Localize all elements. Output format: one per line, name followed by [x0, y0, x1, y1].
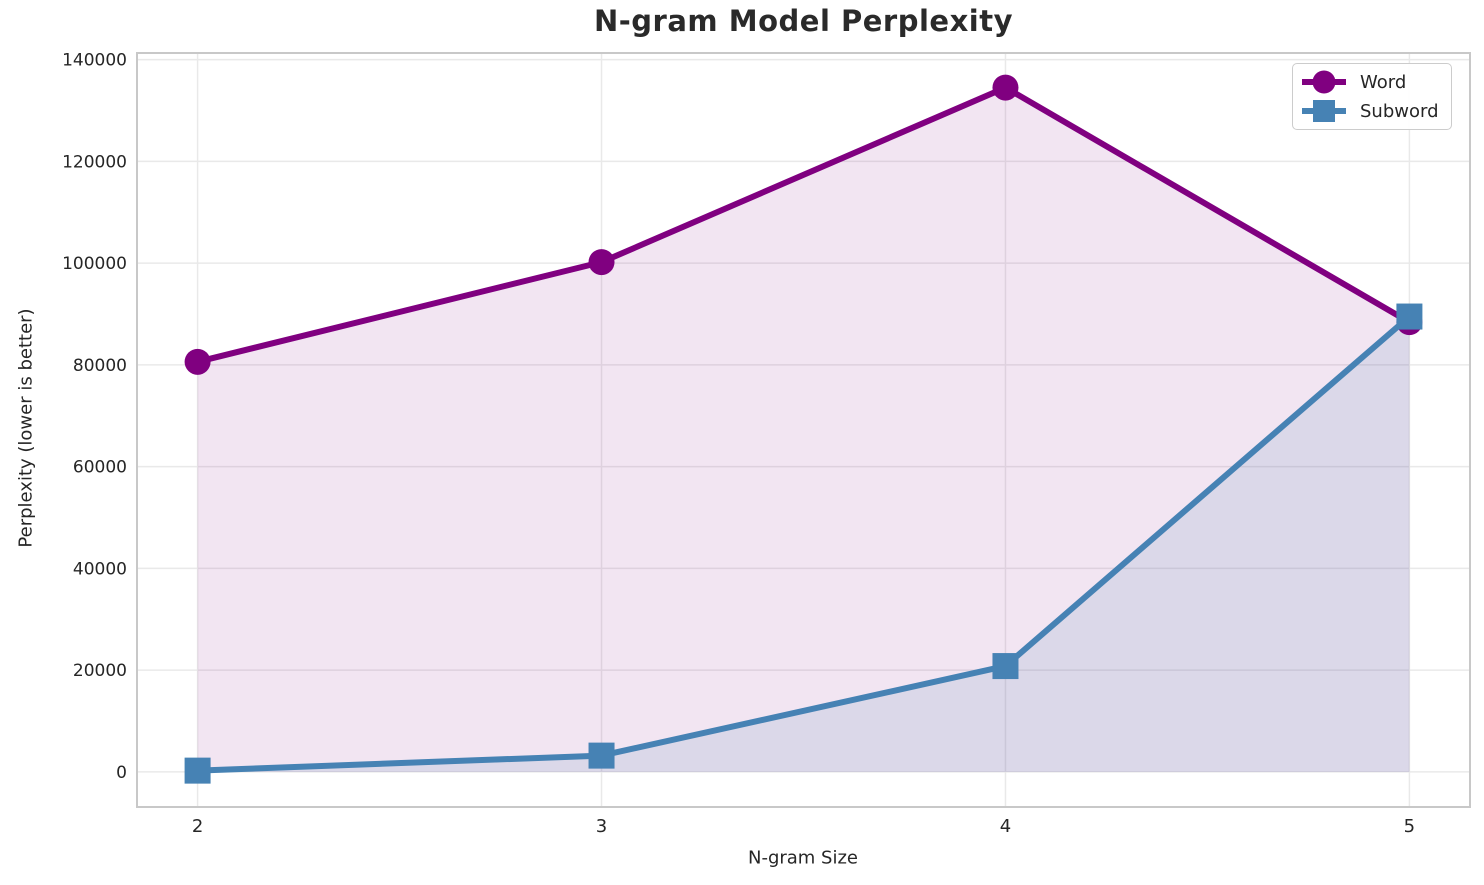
axes-spines [136, 52, 1471, 808]
series-area-subword [197, 316, 1410, 772]
x-axis-label: N-gram Size [747, 847, 859, 869]
data-point-subword [184, 757, 211, 784]
legend-entry-word: Word [1300, 68, 1439, 96]
legend-label-word: Word [1360, 71, 1407, 93]
y-tick-label: 0 [116, 763, 127, 783]
data-point-subword [588, 742, 615, 769]
y-tick-label: 140000 [62, 51, 127, 71]
data-point-subword [1396, 303, 1423, 330]
y-tick-label: 40000 [73, 559, 127, 579]
legend-entry-subword: Subword [1300, 97, 1439, 125]
word-line-circle-marker-icon [1302, 70, 1346, 94]
subword-line-square-marker-icon [1302, 100, 1346, 122]
y-tick-label: 120000 [62, 152, 127, 172]
data-point-word [184, 348, 211, 375]
y-axis-label: Perplexity (lower is better) [15, 308, 37, 548]
x-tick-label: 4 [1000, 816, 1011, 837]
data-point-word [992, 74, 1019, 101]
data-point-subword [992, 653, 1019, 680]
x-tick-label: 5 [1404, 816, 1415, 837]
data-point-word [588, 249, 615, 276]
y-tick-label: 20000 [73, 661, 127, 681]
legend-label-subword: Subword [1360, 100, 1439, 122]
x-tick-label: 2 [192, 816, 203, 837]
series-line-subword [194, 313, 1413, 774]
y-tick-label: 100000 [62, 254, 127, 274]
y-tick-label: 80000 [73, 356, 127, 376]
series-area-word [197, 87, 1410, 772]
legend: Word Subword [1292, 63, 1452, 130]
y-tick-label: 60000 [73, 458, 127, 478]
series-line-word [194, 84, 1413, 365]
chart-title: N-gram Model Perplexity [593, 4, 1013, 38]
x-tick-label: 3 [596, 816, 607, 837]
